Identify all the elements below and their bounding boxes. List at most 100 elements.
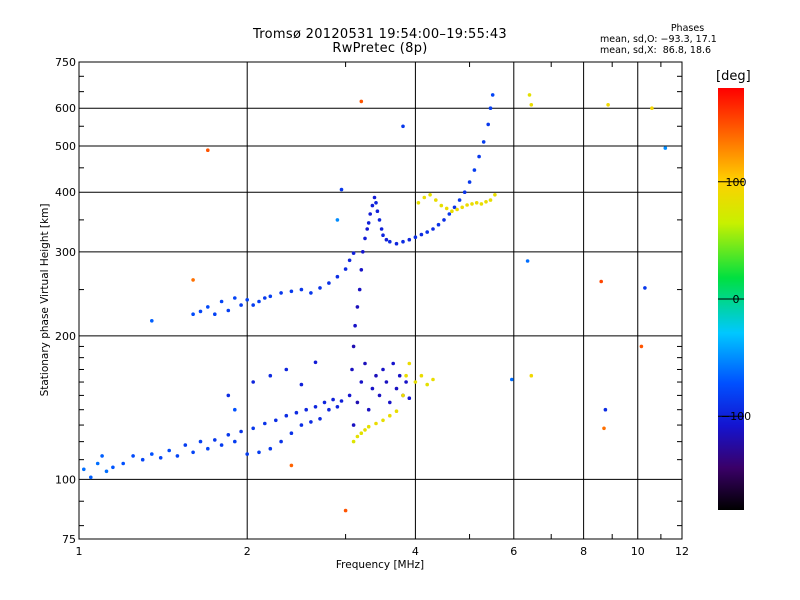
data-point <box>416 201 421 205</box>
data-point <box>274 418 278 423</box>
data-point <box>365 227 370 231</box>
data-point <box>351 439 356 444</box>
data-point <box>150 452 154 456</box>
data-point <box>299 382 304 387</box>
data-point <box>245 452 249 456</box>
data-point <box>404 380 408 384</box>
data-point <box>363 236 367 241</box>
data-point <box>206 305 210 309</box>
data-point <box>347 393 352 398</box>
data-point <box>318 286 322 290</box>
data-point <box>233 296 237 300</box>
chart-title: Tromsø 20120531 19:54:00–19:55:43 <box>252 27 508 42</box>
data-point <box>198 309 203 314</box>
colorbar-unit-label: [deg] <box>716 69 751 84</box>
data-point <box>384 380 389 384</box>
data-point <box>299 287 304 292</box>
data-point <box>444 206 449 211</box>
data-point <box>602 426 606 431</box>
data-point <box>639 344 644 349</box>
data-point <box>89 475 93 480</box>
data-point <box>374 201 378 205</box>
data-point <box>350 367 354 372</box>
data-point <box>355 305 360 309</box>
data-point <box>490 93 495 97</box>
data-point <box>381 233 385 237</box>
data-point <box>251 303 255 307</box>
data-point <box>391 361 396 366</box>
data-point <box>351 344 356 349</box>
data-point <box>455 207 459 212</box>
data-point <box>289 463 294 468</box>
chart-subtitle: RwPretec (8p) <box>332 41 428 56</box>
data-point <box>355 400 360 405</box>
data-point <box>257 299 261 304</box>
x-tick-label: 2 <box>244 545 251 558</box>
data-point <box>304 407 309 412</box>
data-point <box>431 377 435 382</box>
x-axis-ticks: 1 2 4 6 8 10 12 <box>76 62 689 558</box>
data-points <box>82 93 668 513</box>
colorbar-tick-label: 100 <box>726 176 747 189</box>
data-point <box>251 426 255 431</box>
data-point <box>111 465 115 470</box>
data-point <box>239 429 243 434</box>
y-tick-label: 75 <box>62 533 76 546</box>
data-point <box>394 409 399 414</box>
data-point <box>510 377 514 382</box>
data-point <box>439 203 444 208</box>
y-axis-label: Stationary phase Virtual Height [km] <box>39 204 51 397</box>
data-point <box>263 421 267 426</box>
data-point <box>379 227 384 231</box>
data-point <box>377 218 382 222</box>
data-point <box>213 438 217 442</box>
data-point <box>183 443 188 447</box>
data-point <box>486 122 491 127</box>
data-point <box>388 413 392 418</box>
data-point <box>388 239 392 244</box>
data-point <box>474 201 479 205</box>
data-point <box>407 237 412 242</box>
data-point <box>104 469 109 474</box>
data-point <box>363 361 367 366</box>
data-point <box>359 380 364 384</box>
data-point <box>401 393 405 398</box>
y-tick-label: 500 <box>55 140 76 153</box>
data-point <box>268 373 273 378</box>
data-point <box>375 209 380 213</box>
data-point <box>366 221 371 225</box>
colorbar-ticks: 100 0 −100 <box>718 176 751 423</box>
phases-o-mode: mean, sd,O: −93.3, 17.1 <box>600 34 717 45</box>
data-point <box>239 303 243 307</box>
data-point <box>198 439 203 444</box>
data-point <box>493 193 497 197</box>
data-point <box>388 400 392 405</box>
data-point <box>419 232 424 237</box>
data-point <box>131 454 135 458</box>
data-point <box>434 198 438 202</box>
data-point <box>121 461 125 466</box>
data-point <box>422 195 427 200</box>
data-point <box>355 434 360 439</box>
colorbar-tick-label: −100 <box>721 410 751 423</box>
data-point <box>219 443 224 447</box>
data-point <box>359 431 364 436</box>
data-point <box>284 413 289 418</box>
data-point <box>442 218 446 222</box>
data-point <box>206 148 210 152</box>
data-point <box>289 289 294 294</box>
data-point <box>370 386 375 391</box>
data-point <box>650 106 654 110</box>
data-point <box>226 393 231 398</box>
data-point <box>401 239 405 244</box>
data-point <box>488 106 493 110</box>
data-point <box>428 193 432 197</box>
data-point <box>175 454 180 458</box>
data-point <box>452 205 457 210</box>
data-point <box>527 93 532 97</box>
data-point <box>359 268 364 272</box>
data-point <box>95 461 100 466</box>
data-point <box>413 380 418 384</box>
data-point <box>343 508 348 513</box>
data-point <box>322 400 327 405</box>
